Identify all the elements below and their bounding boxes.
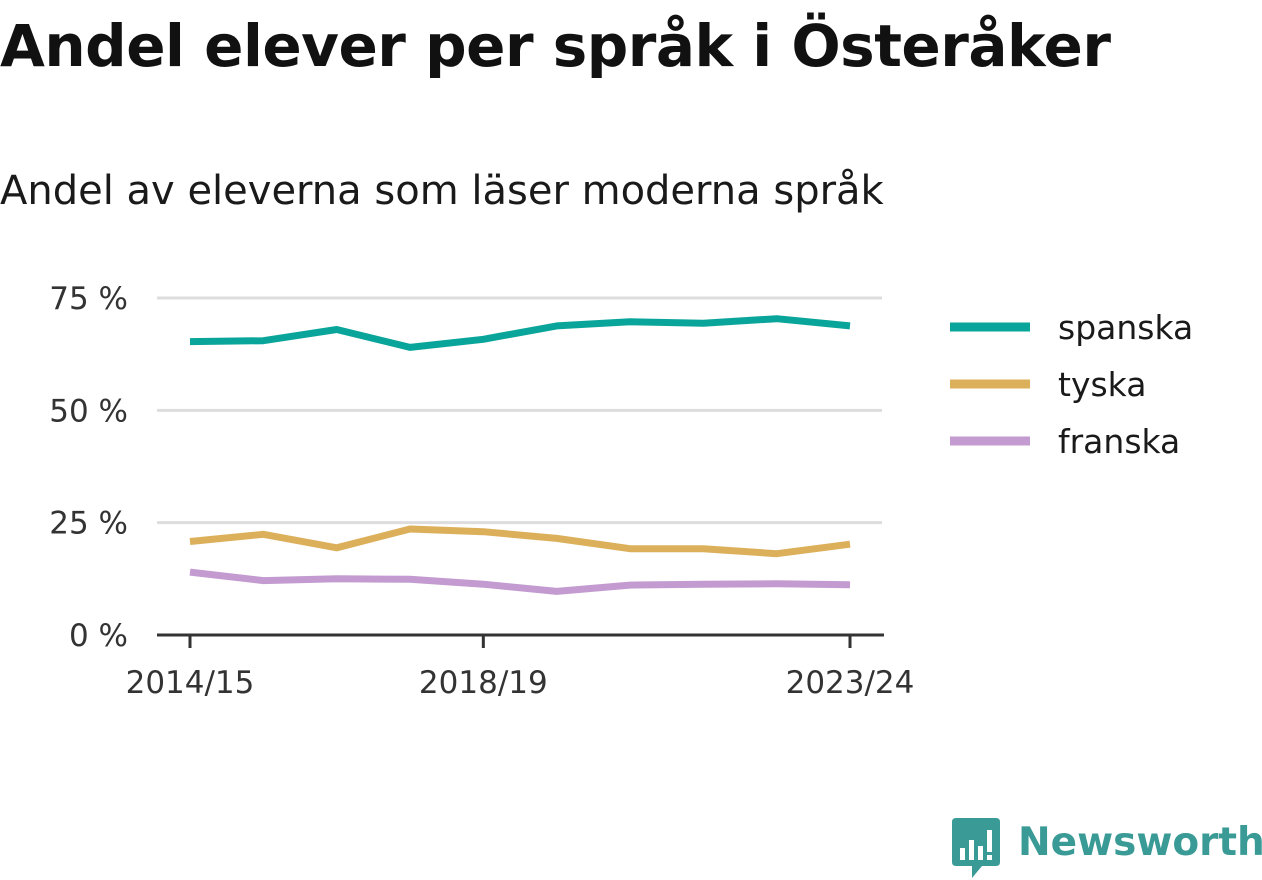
x-tick-label: 2018/19 <box>419 665 548 701</box>
legend-label-franska: franska <box>1058 422 1180 461</box>
x-tick-label: 2014/15 <box>126 665 255 701</box>
axes: 0 % 25 % 50 % 75 % 2014/15 2018/19 2023/24 <box>49 281 914 701</box>
series-line-spanska <box>189 315 851 351</box>
logo-bar-4 <box>987 830 992 852</box>
brand-logo: Newsworthy <box>952 818 1262 880</box>
legend-label-tyska: tyska <box>1058 365 1146 404</box>
y-tick-label: 0 % <box>69 618 128 654</box>
legend: spanska tyska franska <box>950 308 1193 461</box>
newsworthy-logo-icon <box>952 818 1000 878</box>
legend-label-spanska: spanska <box>1058 308 1193 347</box>
logo-bar-2 <box>969 840 974 860</box>
brand-name: Newsworthy <box>1018 820 1262 865</box>
data-series <box>189 315 851 595</box>
y-tick-label: 75 % <box>49 281 128 317</box>
x-tick-label: 2023/24 <box>786 665 915 701</box>
y-tick-label: 50 % <box>49 393 128 429</box>
series-line-franska <box>189 568 851 595</box>
y-tick-label: 25 % <box>49 506 128 542</box>
logo-bar-1 <box>960 848 965 860</box>
chart-subtitle: Andel av eleverna som läser moderna språ… <box>0 168 884 214</box>
series-line-tyska <box>189 525 851 558</box>
logo-bar-3 <box>978 846 983 860</box>
chart-title: Andel elever per språk i Österåker <box>0 12 1111 80</box>
logo-speech-bubble <box>952 818 1000 878</box>
logo-dot <box>987 855 992 860</box>
grid-lines <box>157 296 882 525</box>
